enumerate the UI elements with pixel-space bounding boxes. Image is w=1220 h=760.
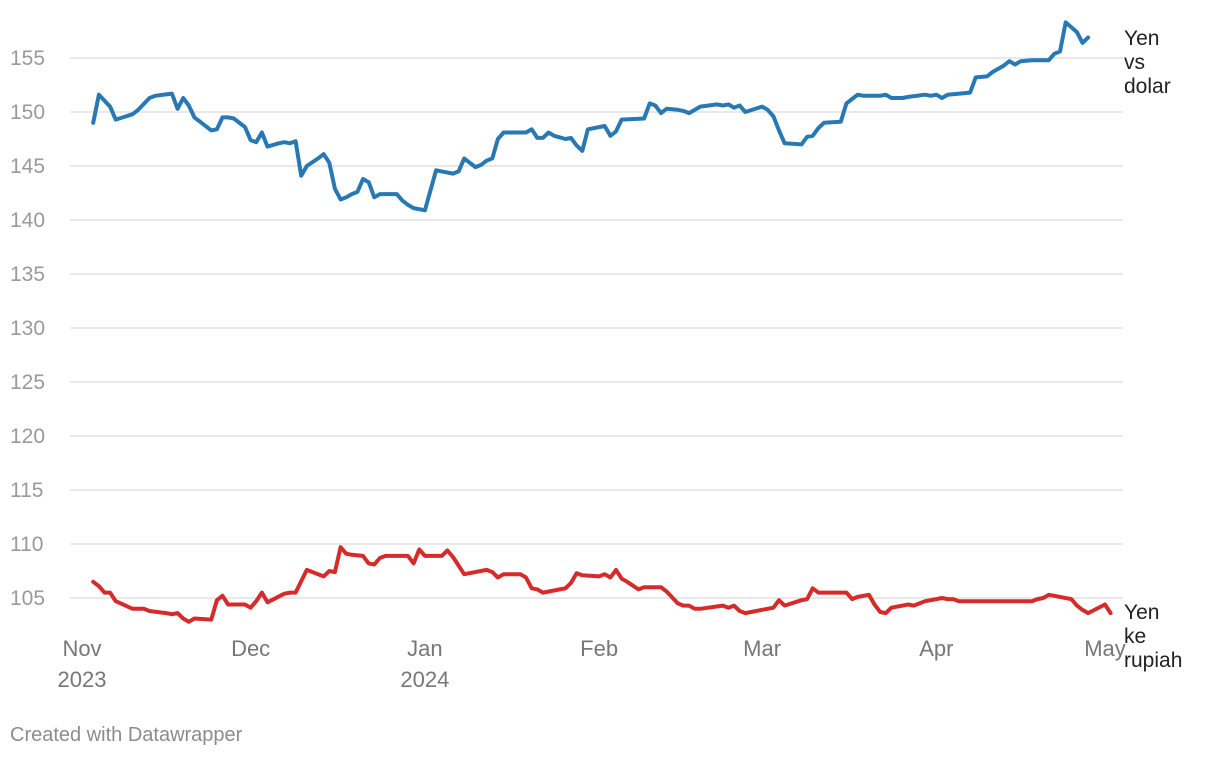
y-tick-label-125: 125 — [10, 371, 45, 394]
series-label-1-line-2: rupiah — [1124, 649, 1182, 672]
y-tick-label-130: 130 — [10, 317, 45, 340]
line-chart: 105 110 115 120 125 130 135 140 145 150 155 Nov 202… — [10, 20, 1182, 692]
y-tick-label-110: 110 — [10, 533, 43, 556]
x-tick-sublabel-2: 2024 — [400, 667, 449, 692]
y-tick-label-115: 115 — [10, 479, 43, 502]
y-tick-label-155: 155 — [10, 47, 45, 70]
series-label-1-line-0: Yen — [1124, 601, 1159, 624]
x-tick-label-0: Nov — [62, 636, 101, 661]
x-tick-sublabel-0: 2023 — [58, 667, 107, 692]
x-tick-label-2: Jan — [407, 636, 442, 661]
y-tick-label-150: 150 — [10, 101, 45, 124]
x-tick-label-1: Dec — [231, 636, 270, 661]
x-axis-ticks: Nov 2023 Dec Jan 2024 Feb Mar Apr May — [58, 636, 1126, 692]
series-label-0-line-1: vs — [1124, 51, 1145, 74]
series-lines — [91, 20, 1113, 624]
y-tick-label-145: 145 — [10, 155, 45, 178]
series-label-1-line-1: ke — [1124, 625, 1146, 648]
gridlines — [70, 57, 1123, 599]
credit-text: Created with Datawrapper — [10, 724, 243, 746]
y-axis-ticks: 105 110 115 120 125 130 135 140 145 150 155 — [10, 47, 45, 610]
x-tick-label-4: Mar — [743, 636, 781, 661]
y-tick-label-140: 140 — [10, 209, 45, 232]
series-line-0 — [91, 20, 1091, 213]
y-tick-label-105: 105 — [10, 587, 45, 610]
x-tick-label-5: Apr — [919, 636, 953, 661]
series-label-0-line-0: Yen — [1124, 27, 1159, 50]
y-tick-label-135: 135 — [10, 263, 45, 286]
y-tick-label-120: 120 — [10, 425, 45, 448]
series-label-0-line-2: dolar — [1124, 75, 1171, 98]
x-tick-label-6: May — [1084, 636, 1126, 661]
series-line-1 — [91, 545, 1113, 624]
x-tick-label-3: Feb — [580, 636, 618, 661]
